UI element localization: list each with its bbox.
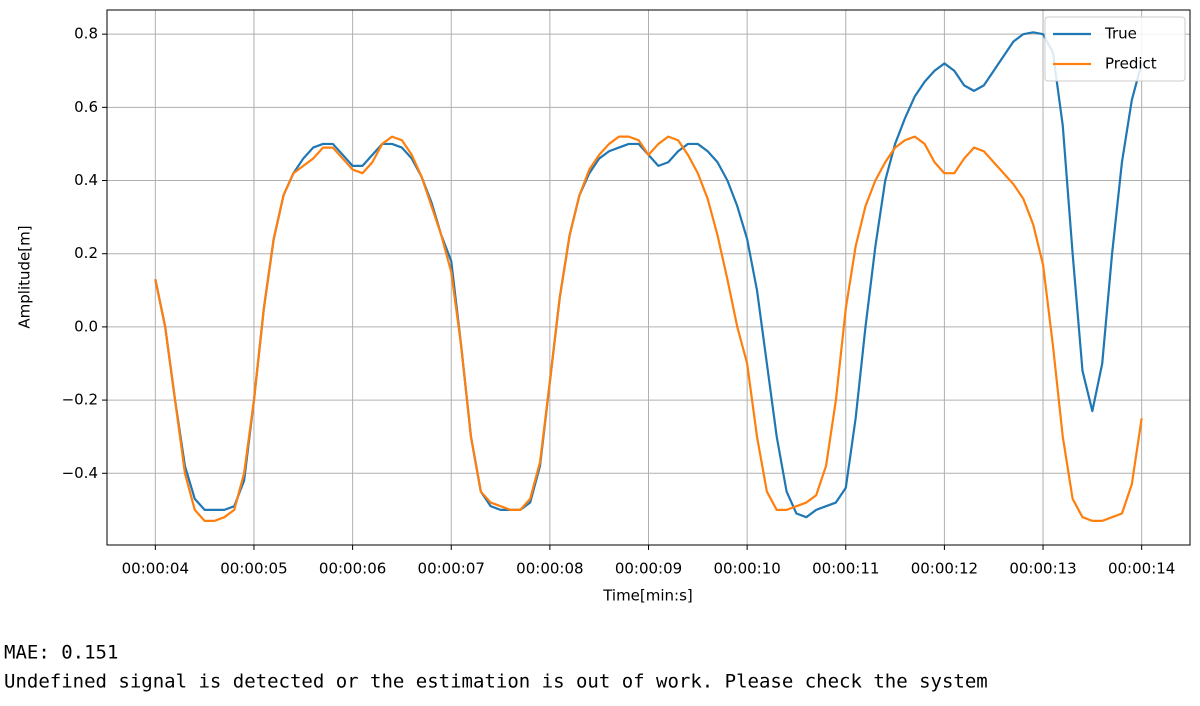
x-axis-label: Time[min:s] [602,587,693,605]
y-tick-label: −0.4 [62,464,98,482]
x-tick-label: 00:00:07 [418,560,485,578]
y-tick-label: 0.6 [74,98,98,116]
x-tick-label: 00:00:06 [319,560,386,578]
x-tick-label: 00:00:04 [122,560,189,578]
y-axis-label: Amplitude[m] [16,225,34,328]
x-tick-label: 00:00:05 [220,560,287,578]
y-tick-label: 0.0 [74,317,98,335]
legend-label: True [1104,25,1137,43]
status-message: Undefined signal is detected or the esti… [4,671,988,693]
legend-label: Predict [1105,55,1157,73]
x-tick-label: 00:00:09 [615,560,682,578]
x-tick-label: 00:00:12 [911,560,978,578]
y-tick-label: −0.2 [62,391,98,409]
y-tick-label: 0.2 [74,244,98,262]
series-line [154,135,1143,522]
x-tick-label: 00:00:13 [1009,560,1076,578]
mae-text: MAE: 0.151 [4,642,118,664]
x-tick-label: 00:00:08 [516,560,583,578]
x-tick-label: 00:00:11 [812,560,879,578]
y-tick-label: 0.4 [74,171,98,189]
plot-frame [106,9,1191,546]
x-tick-label: 00:00:10 [713,560,780,578]
y-tick-label: 0.8 [74,25,98,43]
x-tick-label: 00:00:14 [1108,560,1175,578]
